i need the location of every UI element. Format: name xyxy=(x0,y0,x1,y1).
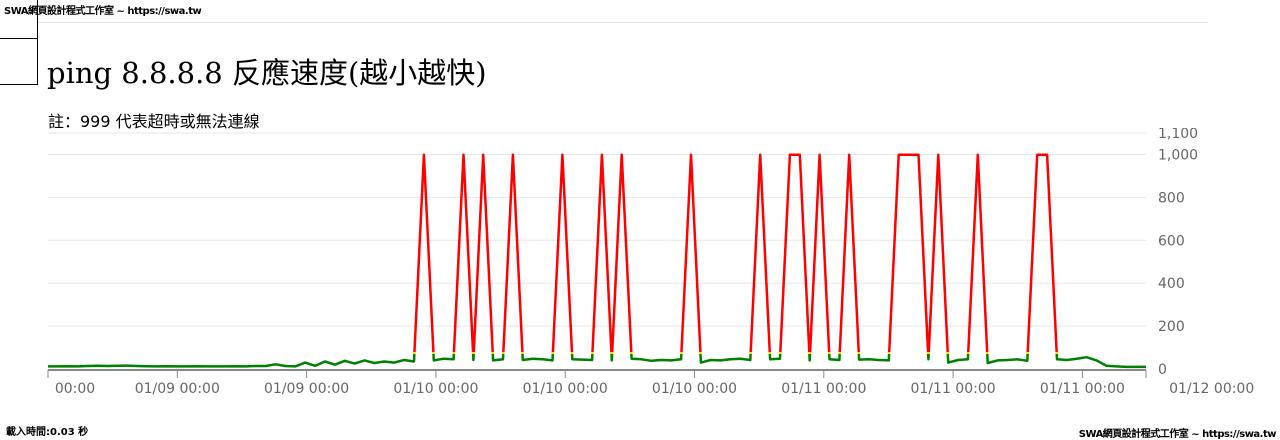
site-brand[interactable]: SWA網頁設計程式工作室 ~ https://swa.tw xyxy=(4,6,202,17)
y-tick-label: 0 xyxy=(1158,362,1167,378)
x-tick-label: 01/09 00:00 xyxy=(264,381,349,397)
ping-series-line xyxy=(48,153,1146,369)
footer-brand[interactable]: SWA網頁設計程式工作室 ~ https://swa.tw xyxy=(1078,429,1277,440)
x-tick-label: 01/10 00:00 xyxy=(393,381,478,397)
y-tick-label: 600 xyxy=(1158,233,1185,249)
y-tick-label: 1,000 xyxy=(1158,148,1198,164)
x-tick-label: 01/09 00:00 xyxy=(135,381,220,397)
x-tick-label: 01/12 00:00 xyxy=(1169,381,1254,397)
x-tick-label: 01/10 00:00 xyxy=(523,381,608,397)
x-tick-label: 01/11 00:00 xyxy=(781,381,866,397)
chart-note: 註：999 代表超時或無法連線 xyxy=(48,112,260,131)
x-tick-label: 01/11 00:00 xyxy=(1040,381,1125,397)
y-tick-label: 1,100 xyxy=(1158,128,1198,142)
page-title: ping 8.8.8.8 反應速度(越小越快) xyxy=(47,56,487,90)
divider xyxy=(0,38,37,39)
y-tick-label: 200 xyxy=(1158,319,1185,335)
ping-chart: 0 200 400 600 800 1,000 1,100 00:00 01/09 00:00… xyxy=(47,128,1254,397)
x-tick-label: 00:00 xyxy=(55,381,95,397)
y-tick-label: 400 xyxy=(1158,276,1185,292)
y-tick-label: 800 xyxy=(1158,190,1185,206)
x-tick-label: 01/11 00:00 xyxy=(911,381,996,397)
x-tick-label: 01/10 00:00 xyxy=(652,381,737,397)
load-time: 載入時間:0.03 秒 xyxy=(6,427,89,438)
header-divider xyxy=(38,22,1208,23)
menu-box[interactable] xyxy=(0,0,38,85)
